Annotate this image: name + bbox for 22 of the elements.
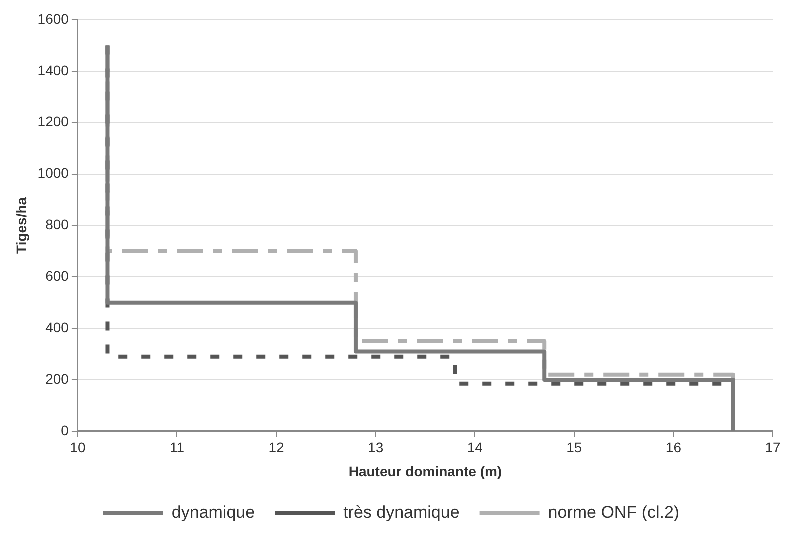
- x-tick-label: 17: [765, 440, 781, 456]
- x-tick-label: 11: [170, 440, 185, 456]
- x-tick-label: 10: [70, 440, 86, 456]
- y-tick-label: 1200: [38, 114, 70, 130]
- y-tick-label: 1600: [38, 10, 70, 27]
- x-tick-label: 16: [666, 440, 682, 456]
- y-tick-label: 600: [46, 268, 70, 284]
- legend-label: très dynamique: [344, 503, 460, 522]
- legend-label: dynamique: [172, 503, 256, 522]
- y-tick-label: 800: [46, 216, 70, 233]
- y-tick-label: 400: [46, 319, 70, 336]
- x-axis-title: Hauteur dominante (m): [348, 463, 502, 480]
- y-tick-label: 0: [61, 422, 70, 438]
- y-tick-label: 1400: [38, 62, 70, 78]
- x-tick-label: 14: [467, 440, 484, 456]
- y-axis-title: Tiges/ha: [13, 197, 30, 254]
- x-tick-label: 15: [566, 440, 582, 456]
- y-tick-label: 1000: [38, 165, 70, 182]
- x-tick-label: 13: [368, 440, 384, 456]
- x-tick-label: 12: [268, 440, 285, 456]
- legend-label: norme ONF (cl.2): [548, 503, 680, 522]
- y-tick-label: 200: [46, 370, 70, 387]
